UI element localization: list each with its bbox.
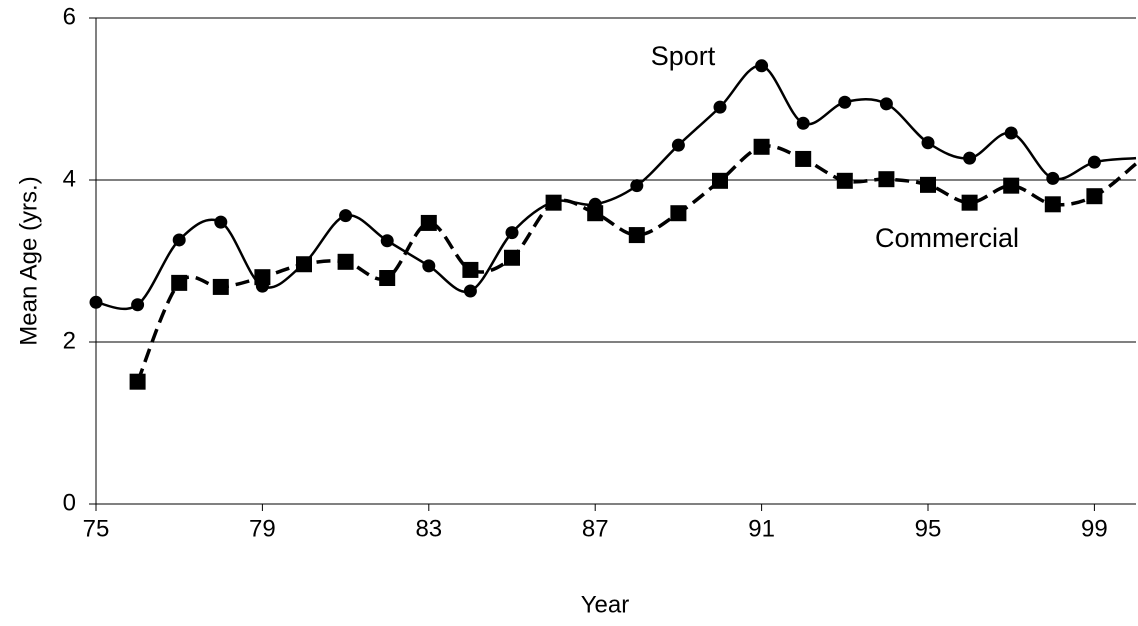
point	[337, 253, 354, 270]
point	[505, 226, 519, 240]
y-tick-label: 6	[63, 3, 76, 30]
point	[753, 138, 770, 155]
point	[920, 176, 936, 193]
point	[713, 100, 727, 114]
point	[380, 234, 394, 248]
point	[212, 278, 229, 295]
point	[463, 284, 477, 298]
x-tick-label: 79	[249, 515, 276, 542]
point	[670, 205, 687, 222]
point	[379, 270, 396, 287]
point	[1087, 155, 1101, 169]
point	[1003, 177, 1020, 194]
y-tick-label: 4	[63, 165, 76, 192]
series-label: Sport	[651, 41, 716, 71]
y-tick-label: 0	[63, 489, 76, 516]
x-tick-label: 75	[83, 515, 110, 542]
point	[545, 194, 562, 211]
point	[587, 205, 604, 222]
y-tick-label: 2	[63, 327, 76, 354]
point	[172, 233, 186, 247]
y-axis-label: Mean Age (yrs.)	[15, 176, 42, 345]
x-axis-label: Year	[581, 591, 630, 618]
point	[921, 136, 935, 150]
point	[254, 269, 271, 286]
point	[671, 138, 685, 152]
point	[796, 116, 810, 130]
point	[755, 59, 769, 73]
point	[838, 95, 852, 109]
x-tick-label: 87	[582, 515, 609, 542]
series-line	[95, 64, 1137, 311]
point	[422, 259, 436, 273]
point	[795, 150, 812, 167]
point	[1086, 188, 1103, 205]
point	[963, 151, 977, 165]
x-tick-label: 95	[915, 515, 942, 542]
point	[462, 261, 479, 278]
point	[878, 171, 895, 188]
point	[296, 256, 312, 273]
point	[1004, 126, 1018, 140]
point	[339, 209, 353, 223]
point	[879, 97, 893, 111]
point	[214, 215, 228, 229]
point	[129, 373, 146, 390]
point	[961, 194, 978, 211]
point	[712, 172, 728, 189]
point	[89, 295, 103, 309]
point	[1046, 171, 1060, 185]
point	[1044, 196, 1061, 213]
point	[420, 214, 437, 231]
point	[836, 172, 853, 189]
point	[628, 227, 645, 244]
x-tick-label: 91	[748, 515, 775, 542]
point	[630, 179, 644, 193]
point	[171, 274, 188, 291]
series-label: Commercial	[875, 223, 1019, 253]
x-tick-label: 83	[415, 515, 442, 542]
point	[504, 249, 520, 266]
x-tick-label: 99	[1081, 515, 1108, 542]
point	[131, 298, 145, 312]
